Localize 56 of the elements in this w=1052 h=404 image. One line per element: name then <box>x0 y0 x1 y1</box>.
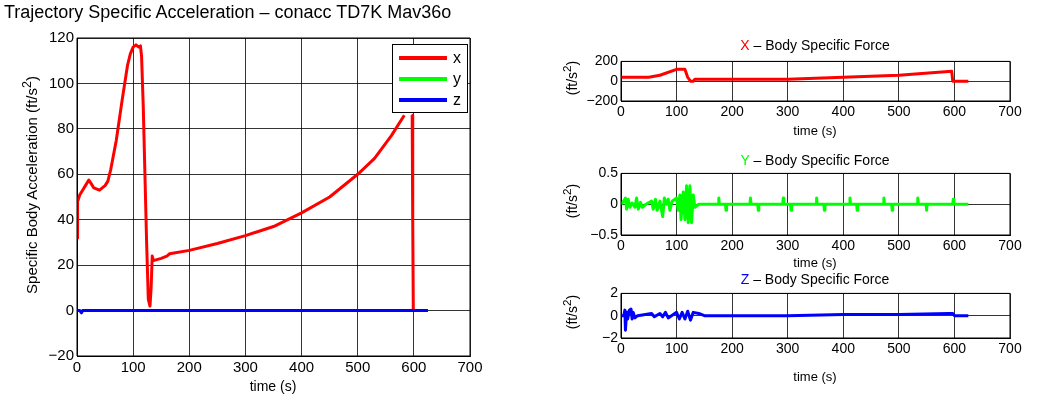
chart-title: X – Body Specific Force <box>740 37 890 53</box>
y-tick-label: 0.5 <box>598 164 619 181</box>
chart-title: Trajectory Specific Acceleration – conacc TD7K Mav36o <box>4 2 452 23</box>
x-tick-label: 600 <box>942 103 967 120</box>
y-tick-label: 40 <box>57 209 74 227</box>
x-tick-label: 100 <box>664 340 689 357</box>
y-tick-label: −200 <box>586 91 619 108</box>
y-tick-label: 0 <box>610 195 619 212</box>
y-tick-label: −20 <box>48 346 74 364</box>
y-tick-label: 60 <box>57 164 74 182</box>
x-tick-label: 500 <box>887 103 911 120</box>
x-tick-label: 400 <box>831 237 856 254</box>
x-tick-label: 300 <box>776 340 800 357</box>
x-axis-title: time (s) <box>793 254 837 270</box>
chart-title: Y – Body Specific Force <box>740 152 890 168</box>
y-tick-label: 0 <box>610 72 619 89</box>
x-tick-label: 200 <box>720 237 745 254</box>
x-tick-label: 100 <box>664 103 689 120</box>
x-tick-label: 400 <box>831 103 856 120</box>
x-tick-label: 500 <box>887 340 911 357</box>
x-tick-label: 300 <box>232 358 258 376</box>
y-tick-label: 0 <box>610 306 619 323</box>
y-tick-label: 0 <box>65 300 74 318</box>
x-tick-label: 500 <box>345 358 371 376</box>
legend-label: z <box>453 90 461 109</box>
x-tick-label: 500 <box>887 237 911 254</box>
y-tick-label: −0.5 <box>590 225 619 242</box>
x-tick-label: 100 <box>120 358 146 376</box>
legend-label: y <box>453 69 461 88</box>
x-axis-title: time (s) <box>249 378 297 394</box>
x-tick-label: 400 <box>831 340 856 357</box>
x-tick-label: 200 <box>720 340 745 357</box>
x-tick-label: 600 <box>401 358 427 376</box>
x-axis-title: time (s) <box>793 122 837 138</box>
y-tick-label: 120 <box>48 28 74 46</box>
x-tick-label: 700 <box>998 103 1022 120</box>
x-tick-label: 200 <box>720 103 745 120</box>
x-tick-label: 700 <box>457 358 483 376</box>
x-tick-label: 300 <box>776 103 800 120</box>
y-tick-label: 2 <box>610 284 619 301</box>
x-tick-label: 100 <box>664 237 689 254</box>
y-tick-label: 100 <box>48 73 74 91</box>
y-tick-label: 20 <box>57 255 74 273</box>
x-tick-label: 700 <box>998 237 1022 254</box>
x-tick-label: 300 <box>776 237 800 254</box>
legend-label: x <box>453 48 461 67</box>
y-tick-label: 200 <box>594 52 619 69</box>
chart-title: Z – Body Specific Force <box>740 271 890 287</box>
x-tick-label: 200 <box>176 358 202 376</box>
x-tick-label: 700 <box>998 340 1022 357</box>
x-tick-label: 400 <box>289 358 315 376</box>
y-tick-label: 80 <box>57 119 74 136</box>
x-tick-label: 600 <box>942 340 967 357</box>
y-tick-label: −2 <box>602 328 619 345</box>
x-tick-label: 600 <box>942 237 967 254</box>
x-axis-title: time (s) <box>793 368 837 384</box>
